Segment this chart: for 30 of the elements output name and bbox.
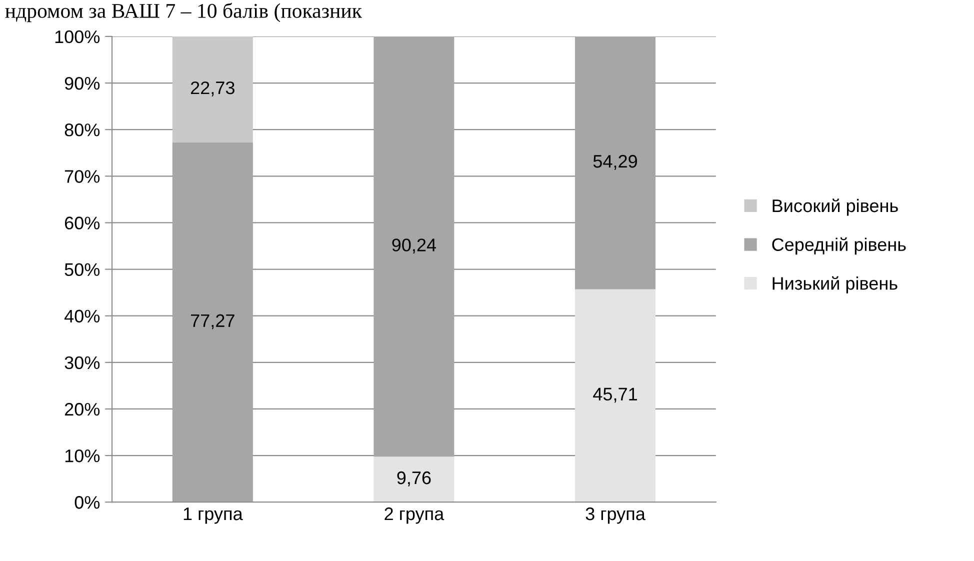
- legend-label: Низький рівень: [772, 276, 898, 294]
- y-tick-label: 70%: [64, 170, 100, 183]
- data-label: 22,73: [190, 81, 234, 96]
- data-label: 9,76: [397, 471, 431, 486]
- y-tick-label: 100%: [55, 30, 100, 44]
- y-tick-label: 90%: [64, 76, 100, 90]
- data-label: 90,24: [392, 238, 436, 254]
- x-tick-label: 1 група: [184, 508, 243, 524]
- data-label: 54,29: [593, 154, 637, 170]
- bar: [574, 289, 656, 502]
- x-tick-label: 3 група: [586, 507, 646, 524]
- y-tick-label: 10%: [65, 449, 100, 462]
- y-tick-label: 20%: [64, 402, 100, 416]
- y-tick-label: 80%: [64, 124, 100, 136]
- x-tick-label: 2 група: [384, 507, 444, 524]
- y-tick-label: 60%: [64, 216, 100, 230]
- text: ндромом за ВАШ 7 – 10 балів (показник: [5, 2, 362, 22]
- legend-label: Середній рівень: [772, 237, 906, 255]
- data-label: 77,27: [190, 314, 234, 330]
- bar: [172, 142, 253, 502]
- y-tick-label: 50%: [64, 263, 100, 276]
- bar: [374, 36, 454, 457]
- y-tick-label: 30%: [64, 356, 100, 370]
- y-tick-label: 0%: [74, 496, 100, 509]
- bar: [574, 36, 656, 290]
- legend-label: Високий рівень: [772, 198, 898, 216]
- bar: [374, 456, 454, 502]
- data-label: 45,71: [593, 388, 637, 403]
- bar: [172, 36, 253, 142]
- y-tick-label: 40%: [64, 310, 100, 323]
